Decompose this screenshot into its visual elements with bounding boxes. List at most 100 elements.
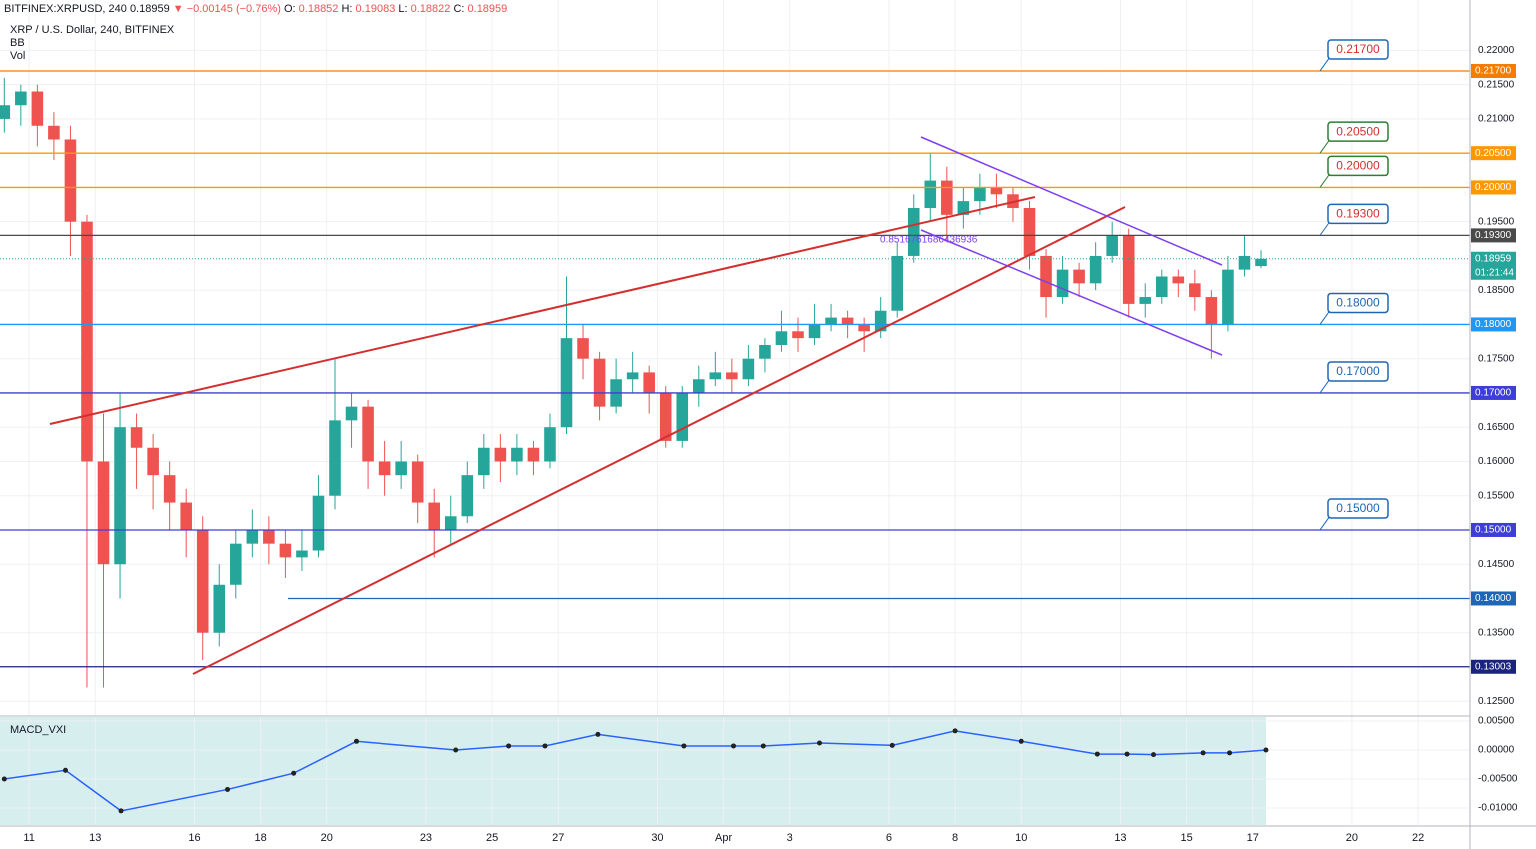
x-tick-label: 3 — [787, 832, 793, 844]
macd-dot — [595, 731, 601, 737]
callout-text: 0.17000 — [1336, 364, 1380, 378]
x-tick-label: 18 — [254, 832, 266, 844]
candle-body — [775, 331, 788, 345]
last: 0.18959 — [130, 3, 170, 15]
candle-body — [213, 584, 226, 633]
candle-body — [378, 461, 391, 476]
y-tick-label: 0.21500 — [1478, 79, 1515, 90]
candle-body — [858, 324, 870, 332]
y-tick-label: 0.12500 — [1478, 696, 1515, 707]
candle-body — [1089, 255, 1102, 284]
y-tick-label: 0.13500 — [1478, 627, 1515, 638]
candle-body — [544, 427, 556, 462]
candle-body — [841, 317, 854, 325]
candle-body — [345, 406, 358, 421]
macd-dot — [1, 776, 7, 782]
c-label: C: — [453, 3, 464, 15]
callout-text: 0.19300 — [1336, 207, 1380, 221]
o: 0.18852 — [299, 3, 339, 15]
price-label: 0.19300 — [1475, 230, 1512, 241]
price-label-bg — [1471, 180, 1516, 195]
price-label: 0.20500 — [1475, 148, 1512, 159]
price-label: 0.18000 — [1475, 319, 1512, 330]
callout-tail — [1319, 378, 1331, 394]
candle-body — [1040, 255, 1052, 298]
candle-body — [659, 392, 672, 441]
candle-body — [147, 447, 159, 476]
macd-dot — [1151, 752, 1157, 758]
price-label: 0.21700 — [1475, 66, 1512, 77]
x-tick-label: 30 — [651, 832, 663, 844]
macd-dot — [952, 728, 958, 734]
x-tick-label: 20 — [1346, 832, 1358, 844]
fib-label: 0.8516761686436936 — [880, 235, 978, 246]
candle-body — [759, 344, 771, 359]
h: 0.19083 — [356, 3, 396, 15]
candle-body — [395, 461, 407, 476]
macd-tick-label: -0.00500 — [1478, 774, 1518, 785]
candle-body — [560, 338, 573, 428]
callout-box — [1327, 498, 1389, 519]
l: 0.18822 — [411, 3, 451, 15]
x-tick-label: 11 — [23, 832, 34, 844]
macd-tick-label: -0.01000 — [1478, 803, 1518, 814]
countdown: 01:21:44 — [1475, 267, 1514, 278]
candle-body — [742, 358, 755, 380]
x-tick-label: 8 — [952, 832, 958, 844]
candle-body — [114, 427, 126, 565]
price-label-bg — [1471, 591, 1516, 606]
candle-body — [1122, 235, 1135, 304]
macd-tick-label: 0.00500 — [1478, 716, 1515, 727]
channel-line — [920, 229, 1223, 356]
legend-item: XRP / U.S. Dollar, 240, BITFINEX — [10, 24, 175, 36]
candle-body — [1205, 297, 1218, 325]
macd-dot — [1263, 747, 1269, 753]
candle-body — [444, 516, 457, 530]
candle-body — [924, 180, 937, 208]
candle-body — [48, 125, 60, 140]
callout-box — [1327, 203, 1389, 225]
macd-dot — [1227, 750, 1233, 756]
macd-dot — [225, 786, 231, 792]
macd-dot — [354, 738, 360, 744]
macd-dot — [889, 742, 895, 748]
candle-body — [1172, 276, 1185, 284]
channel-line — [920, 136, 1223, 266]
x-tick-label: 23 — [420, 832, 432, 844]
price-label-bg — [1471, 385, 1516, 400]
candle-body — [1073, 269, 1085, 284]
callout-tail — [1319, 173, 1331, 188]
candle-body — [1139, 297, 1152, 304]
callout-tail — [1319, 138, 1331, 154]
l-label: L: — [398, 3, 407, 15]
callout-text: 0.18000 — [1336, 296, 1380, 310]
price-label: 0.14000 — [1475, 593, 1512, 604]
candle-body — [1056, 269, 1069, 298]
callout-tail — [1319, 515, 1331, 531]
macd-dot — [760, 743, 766, 749]
y-tick-label: 0.22000 — [1478, 45, 1515, 56]
callout-box — [1327, 121, 1389, 142]
macd-dot — [816, 740, 822, 746]
callout-tail — [1319, 310, 1331, 325]
x-tick-label: 10 — [1015, 832, 1027, 844]
x-tick-label: 16 — [188, 832, 200, 844]
macd-dot — [681, 743, 687, 749]
y-tick-label: 0.21000 — [1478, 114, 1515, 125]
candle-body — [577, 338, 589, 359]
trend-line — [49, 196, 1036, 425]
candle-body — [1238, 255, 1251, 270]
candle-body — [1222, 269, 1234, 325]
callout-box — [1327, 39, 1389, 60]
price-label-bg — [1471, 317, 1516, 332]
candle-body — [941, 180, 953, 215]
legend-item: Vol — [10, 50, 25, 62]
candle-body — [1106, 235, 1118, 256]
candle-body — [81, 221, 93, 462]
candle-body — [990, 187, 1003, 195]
candle-body — [263, 529, 275, 544]
candle-body — [1189, 283, 1201, 298]
candle-body — [593, 358, 606, 407]
candle-body — [329, 420, 341, 496]
